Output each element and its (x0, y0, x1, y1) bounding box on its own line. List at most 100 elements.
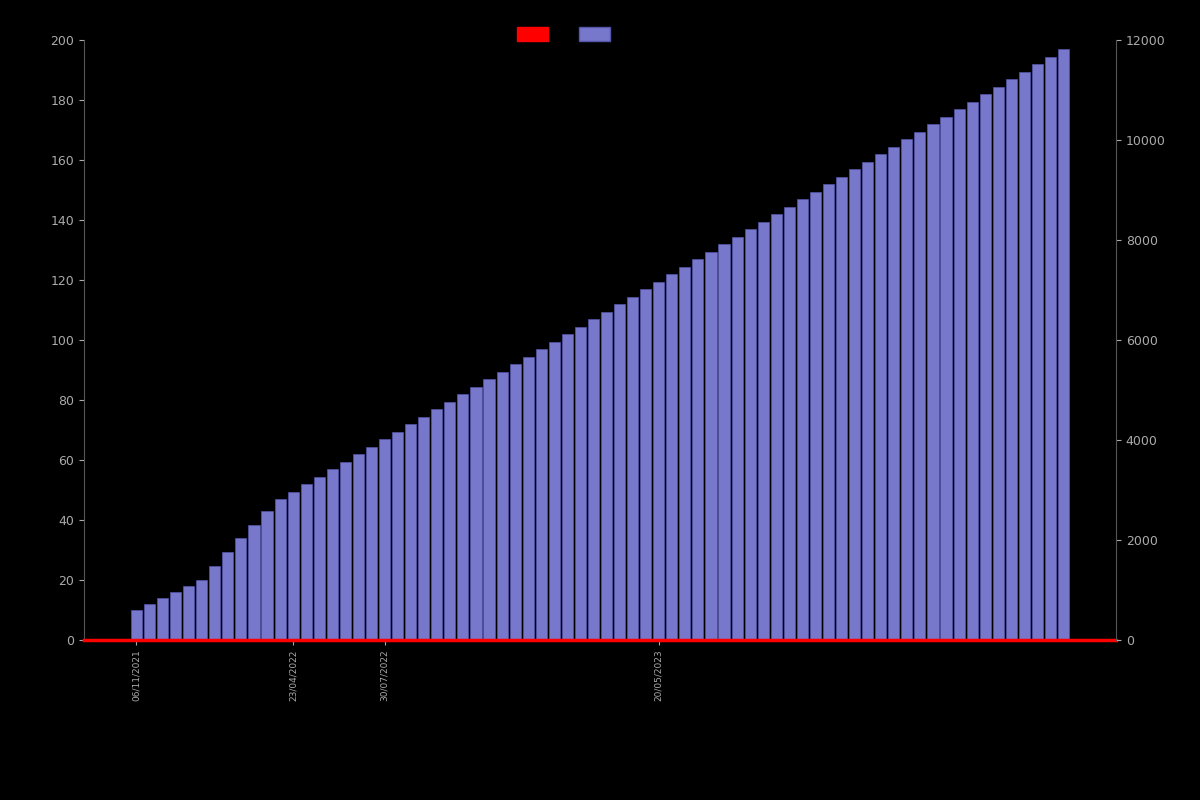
Bar (679, 266, 690, 640)
Bar (966, 638, 978, 640)
Bar (823, 184, 834, 640)
Bar (184, 638, 194, 640)
Bar (719, 638, 730, 640)
Bar (614, 638, 625, 640)
Bar (954, 638, 965, 640)
Bar (575, 326, 586, 640)
Bar (862, 162, 874, 640)
Bar (562, 638, 572, 640)
Bar (653, 282, 665, 640)
Bar (248, 638, 259, 640)
Bar (170, 592, 181, 640)
Bar (784, 206, 794, 640)
Bar (757, 222, 769, 640)
Bar (470, 386, 481, 640)
Bar (653, 638, 665, 640)
Bar (484, 379, 494, 640)
Bar (313, 477, 325, 640)
Bar (706, 252, 716, 640)
Bar (275, 638, 286, 640)
Bar (392, 638, 403, 640)
Bar (275, 499, 286, 640)
Bar (353, 638, 364, 640)
Bar (588, 638, 599, 640)
Bar (810, 192, 821, 640)
Bar (692, 638, 703, 640)
Bar (719, 244, 730, 640)
Bar (431, 410, 443, 640)
Bar (196, 638, 208, 640)
Bar (418, 417, 430, 640)
Bar (340, 462, 350, 640)
Bar (914, 131, 925, 640)
Bar (484, 638, 494, 640)
Bar (797, 638, 808, 640)
Bar (601, 638, 612, 640)
Bar (1058, 638, 1069, 640)
Bar (392, 432, 403, 640)
Bar (614, 304, 625, 640)
Bar (353, 454, 364, 640)
Bar (326, 638, 338, 640)
Bar (379, 638, 390, 640)
Bar (326, 470, 338, 640)
Bar (601, 312, 612, 640)
Bar (144, 604, 155, 640)
Bar (301, 638, 312, 640)
Bar (406, 424, 416, 640)
Bar (1019, 71, 1030, 640)
Bar (1019, 638, 1030, 640)
Bar (248, 525, 259, 640)
Bar (222, 638, 234, 640)
Bar (797, 199, 808, 640)
Bar (262, 511, 272, 640)
Bar (901, 139, 912, 640)
Bar (510, 638, 521, 640)
Bar (954, 109, 965, 640)
Bar (510, 364, 521, 640)
Bar (235, 638, 246, 640)
Legend: , : , (510, 20, 628, 49)
Bar (288, 638, 299, 640)
Bar (1045, 638, 1056, 640)
Bar (1045, 57, 1056, 640)
Bar (941, 117, 952, 640)
Bar (548, 638, 560, 640)
Bar (170, 638, 181, 640)
Bar (523, 638, 534, 640)
Bar (131, 610, 142, 640)
Bar (888, 146, 899, 640)
Bar (745, 638, 756, 640)
Bar (497, 638, 508, 640)
Bar (497, 372, 508, 640)
Bar (288, 492, 299, 640)
Bar (992, 638, 1004, 640)
Bar (732, 638, 743, 640)
Bar (209, 638, 221, 640)
Bar (379, 439, 390, 640)
Bar (757, 638, 769, 640)
Bar (1006, 638, 1016, 640)
Bar (666, 274, 677, 640)
Bar (666, 638, 677, 640)
Bar (836, 177, 847, 640)
Bar (875, 154, 887, 640)
Bar (470, 638, 481, 640)
Bar (313, 638, 325, 640)
Bar (850, 638, 860, 640)
Bar (706, 638, 716, 640)
Bar (875, 638, 887, 640)
Bar (836, 638, 847, 640)
Bar (535, 350, 547, 640)
Bar (366, 447, 377, 640)
Bar (301, 484, 312, 640)
Bar (628, 297, 638, 640)
Bar (628, 638, 638, 640)
Bar (431, 638, 443, 640)
Bar (850, 169, 860, 640)
Bar (928, 124, 938, 640)
Bar (862, 638, 874, 640)
Bar (979, 638, 991, 640)
Bar (732, 237, 743, 640)
Bar (1032, 64, 1043, 640)
